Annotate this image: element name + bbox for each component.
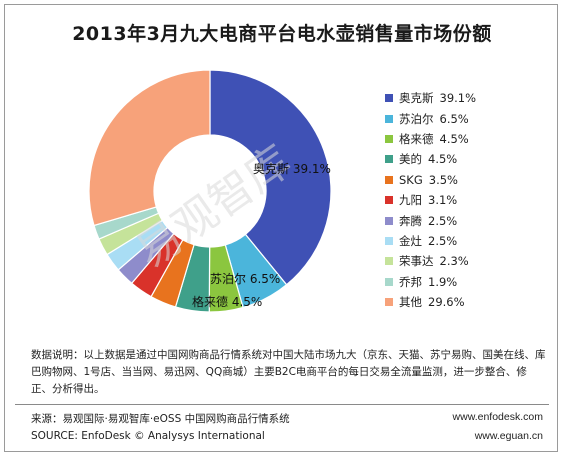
source-en: SOURCE: EnfoDesk © Analysys Internationa… [31, 430, 265, 442]
legend-item-5: 九阳 3.1% [385, 190, 535, 210]
legend-item-4: SKG 3.5% [385, 170, 535, 190]
legend-label: 九阳 [399, 193, 422, 208]
legend-label: 格来德 [399, 131, 434, 146]
donut-slices [88, 69, 332, 313]
chart-legend: 奥克斯 39.1% 苏泊尔 6.5% 格来德 4.5% 美的 4.5% SKG 3.5% 九阳 3.1… [385, 88, 535, 312]
legend-item-0: 奥克斯 39.1% [385, 88, 535, 108]
legend-value: 6.5% [439, 111, 469, 126]
legend-item-7: 金灶 2.5% [385, 231, 535, 251]
legend-value: 4.5% [428, 152, 458, 167]
legend-label: 美的 [399, 152, 422, 167]
chart-title: 2013年3月九大电商平台电水壶销售量市场份额 [72, 23, 492, 45]
legend-value: 4.5% [439, 131, 469, 146]
legend-swatch [385, 175, 393, 184]
data-note: 数据说明：以上数据是通过中国网购商品行情系统对中国大陆市场九大（京东、天猫、苏宁… [31, 349, 546, 395]
footer-divider [15, 404, 549, 405]
callout-label-1: 苏泊尔 6.5% [210, 271, 280, 286]
legend-swatch [385, 196, 393, 205]
legend-label: 奥克斯 [399, 91, 434, 106]
legend-value: 3.1% [428, 193, 458, 208]
legend-item-8: 荣事达 2.3% [385, 251, 535, 271]
legend-swatch [385, 114, 393, 123]
legend-swatch [385, 216, 393, 225]
legend-item-3: 美的 4.5% [385, 149, 535, 169]
slice-10 [88, 69, 211, 227]
legend-value: 39.1% [439, 91, 477, 106]
legend-value: 2.3% [439, 254, 469, 269]
legend-value: 3.5% [428, 172, 458, 187]
legend-item-10: 其他 29.6% [385, 292, 535, 312]
legend-swatch [385, 155, 393, 164]
legend-label: SKG [399, 172, 423, 187]
legend-swatch [385, 236, 393, 245]
legend-value: 2.5% [428, 233, 458, 248]
legend-label: 其他 [399, 295, 422, 310]
callout-label-0: 奥克斯 39.1% [253, 162, 331, 176]
legend-value: 1.9% [428, 274, 458, 289]
legend-swatch [385, 257, 393, 266]
legend-swatch [385, 277, 393, 286]
legend-label: 荣事达 [399, 254, 434, 269]
chart-frame: 2013年3月九大电商平台电水壶销售量市场份额 易观智库 奥克斯 39.1% 苏泊尔… [4, 4, 558, 452]
legend-item-2: 格来德 4.5% [385, 129, 535, 149]
legend-item-1: 苏泊尔 6.5% [385, 108, 535, 128]
legend-item-6: 奔腾 2.5% [385, 210, 535, 230]
legend-label: 金灶 [399, 233, 422, 248]
source-cn: 来源：易观国际·易观智库·eOSS 中国网购商品行情系统 [31, 413, 290, 425]
legend-label: 苏泊尔 [399, 111, 434, 126]
legend-swatch [385, 94, 393, 103]
callout-label-2: 格来德 4.5% [192, 294, 262, 309]
legend-value: 2.5% [428, 213, 458, 228]
legend-item-9: 乔邦 1.9% [385, 272, 535, 292]
site-link-eguan[interactable]: www.eguan.cn [474, 430, 543, 442]
legend-label: 奔腾 [399, 213, 422, 228]
site-link-enfodesk[interactable]: www.enfodesk.com [452, 411, 543, 423]
slice-0 [209, 69, 332, 286]
legend-label: 乔邦 [399, 274, 422, 289]
legend-swatch [385, 134, 393, 143]
legend-swatch [385, 298, 393, 307]
legend-value: 29.6% [428, 295, 465, 310]
